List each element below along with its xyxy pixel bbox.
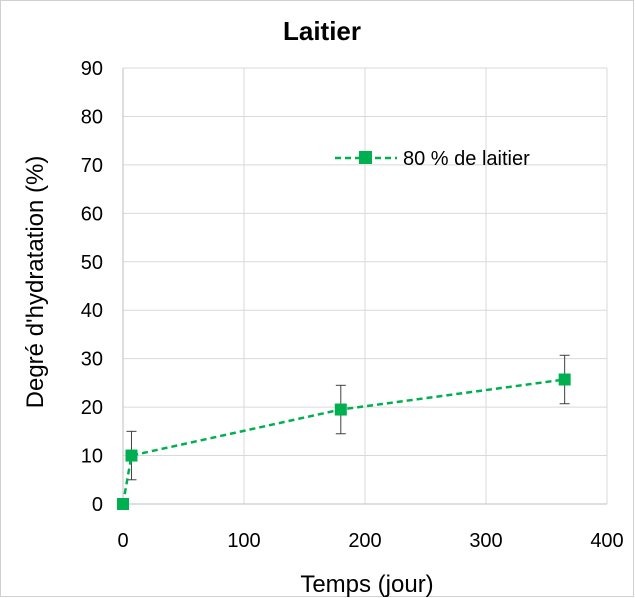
y-tick-label: 60 xyxy=(81,203,103,225)
series-line xyxy=(121,378,565,505)
y-tick-label: 90 xyxy=(81,58,103,80)
data-point xyxy=(334,403,347,416)
chart-title: Laitier xyxy=(283,16,361,46)
x-tick-label: 300 xyxy=(469,530,502,552)
legend-label: 80 % de laitier xyxy=(403,148,530,170)
data-point xyxy=(558,373,571,386)
gridlines xyxy=(123,67,608,504)
series-layer xyxy=(117,354,571,510)
x-tick-label: 0 xyxy=(117,530,128,552)
y-tick-label: 0 xyxy=(92,494,103,516)
legend-marker xyxy=(359,151,372,164)
y-tick-label: 40 xyxy=(81,300,103,322)
y-tick-label: 70 xyxy=(81,155,103,177)
y-tick-label: 80 xyxy=(81,106,103,128)
y-tick-labels: 0 10 20 30 40 50 60 70 80 90 xyxy=(81,58,103,516)
x-tick-labels: 0 100 200 300 400 xyxy=(117,530,623,552)
data-point xyxy=(125,449,138,462)
y-tick-label: 20 xyxy=(81,397,103,419)
y-tick-label: 50 xyxy=(81,252,103,274)
x-tick-label: 200 xyxy=(348,530,381,552)
x-tick-label: 400 xyxy=(590,530,623,552)
data-point xyxy=(117,498,129,510)
x-tick-label: 100 xyxy=(227,530,260,552)
x-axis-label: Temps (jour) xyxy=(300,571,433,598)
legend: 80 % de laitier xyxy=(335,148,530,170)
y-axis-label: Degré d'hydratation (%) xyxy=(22,156,49,409)
y-tick-label: 30 xyxy=(81,349,103,371)
y-tick-label: 10 xyxy=(81,446,103,468)
axes xyxy=(122,68,607,505)
